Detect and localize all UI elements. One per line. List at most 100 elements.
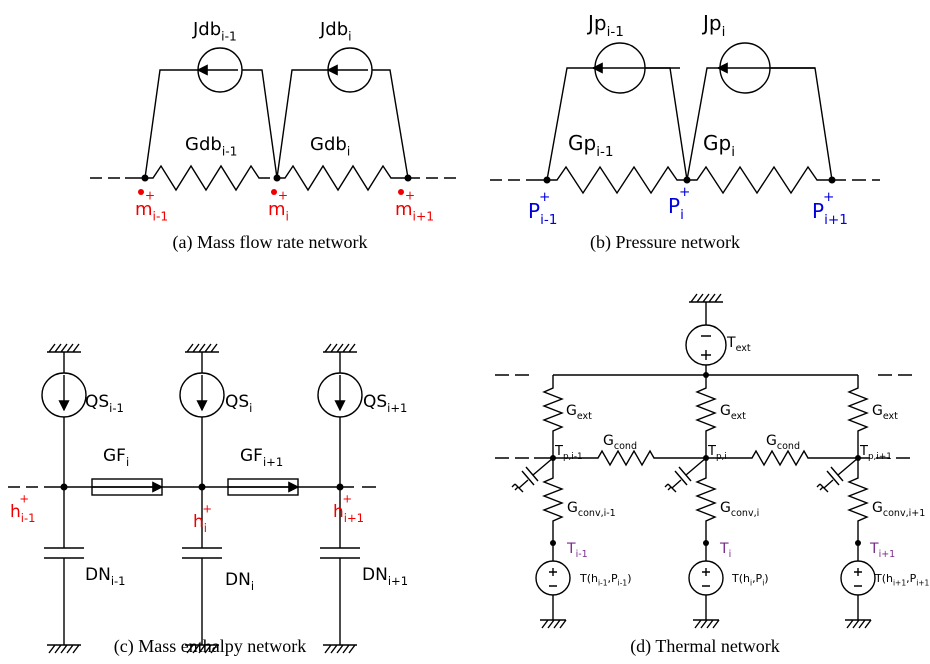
- resistor: [695, 458, 717, 612]
- panel-b-circuit-part: [543, 176, 551, 184]
- panel-a-circuit: [90, 47, 456, 195]
- panel-c-circuit-part: [179, 372, 225, 418]
- panel-a-circuit-part: [277, 164, 408, 192]
- label-subscript: i+1: [387, 401, 407, 415]
- label-text: Gdb: [185, 134, 222, 155]
- label-superscript: +: [278, 189, 288, 203]
- label-text: DN: [362, 565, 388, 585]
- label-text: m: [268, 199, 286, 220]
- label-subscript: i: [348, 29, 351, 43]
- label-subscript: i+1: [879, 549, 896, 560]
- label: mi-1: [135, 199, 168, 223]
- label-subscript: ext: [883, 411, 898, 422]
- label: T(hi-1,Pi-1): [579, 572, 631, 587]
- panel-b-circuit-part: [828, 176, 836, 184]
- label-text: h: [333, 502, 344, 522]
- label-subscript: i-1: [598, 578, 608, 587]
- label-text: G: [603, 433, 614, 449]
- label-subscript: i-1: [153, 209, 169, 223]
- voltage-source: [535, 560, 571, 596]
- label-text: T: [859, 444, 868, 459]
- capacitor: [664, 457, 707, 493]
- label-superscript: +: [342, 492, 352, 506]
- resistor: [847, 375, 869, 458]
- label-subscript: i: [286, 209, 289, 223]
- node: [855, 540, 861, 546]
- label: Gconv,i+1: [872, 500, 925, 519]
- label-subscript: p,i+1: [868, 452, 892, 462]
- label-text: QS: [225, 392, 249, 412]
- label-superscript: +: [19, 492, 29, 506]
- panel-c-circuit-part: [60, 483, 68, 491]
- label-subscript: conv,i: [731, 508, 759, 519]
- panel-a-circuit-part: [276, 69, 409, 179]
- label-text: G: [567, 500, 578, 516]
- label-text: P: [528, 199, 540, 223]
- label-subscript: i+1: [824, 212, 848, 228]
- label-text: DN: [225, 570, 251, 590]
- panel-b-circuit: [490, 42, 880, 195]
- panel-a-circuit-part: [404, 174, 412, 182]
- panel-c-circuit-part: [322, 644, 358, 654]
- panel-c-circuit-part: [46, 644, 82, 654]
- panel-d-circuit-part: [553, 449, 706, 467]
- label: Gcond: [603, 433, 637, 452]
- label-subscript: conv,i+1: [883, 508, 925, 519]
- label-subscript: i+1: [344, 511, 364, 525]
- label-text: P: [668, 194, 680, 218]
- label-text: G: [872, 500, 883, 516]
- label-text: T: [719, 541, 729, 557]
- label: T(hi,Pi): [731, 572, 769, 587]
- panel-d-circuit-part: [706, 449, 858, 467]
- panel-b-circuit-part: [683, 176, 691, 184]
- label: Pi+1: [812, 199, 848, 228]
- caption: (c) Mass enthalpy network: [114, 636, 306, 657]
- label-text: DN: [85, 565, 111, 585]
- label: Gpi-1: [568, 131, 614, 160]
- label-text: T: [707, 444, 716, 459]
- label: Jpi-1: [586, 11, 624, 40]
- capacitor: [511, 457, 554, 493]
- voltage-source: [688, 560, 724, 596]
- label-subscript: i: [251, 579, 254, 593]
- label: mi+1: [395, 199, 434, 223]
- label-subscript: i-1: [607, 24, 624, 40]
- label: QSi: [225, 392, 252, 415]
- panel-c-circuit-part: [41, 372, 87, 418]
- panel-a-circuit-part: [145, 164, 270, 192]
- caption: (b) Pressure network: [590, 232, 740, 253]
- panel-c-circuit-part: [320, 352, 360, 645]
- label: DNi+1: [362, 565, 408, 588]
- panel-d-circuit-part: [688, 293, 724, 303]
- label-text: Gdb: [310, 134, 347, 155]
- label: Tp,i-1: [554, 444, 583, 462]
- voltage-source: [840, 560, 876, 596]
- caption: (d) Thermal network: [630, 636, 780, 657]
- panel-a-circuit-part: [398, 189, 404, 195]
- label-subscript: i-1: [540, 212, 557, 228]
- label-subscript: i: [762, 578, 764, 587]
- resistor: [695, 375, 717, 458]
- label: Text: [726, 335, 751, 354]
- label: Gcond: [766, 433, 800, 452]
- label: Gconv,i-1: [567, 500, 616, 519]
- label-superscript: +: [679, 184, 690, 200]
- label: Ti-1: [566, 541, 588, 560]
- panel-c-circuit: [8, 343, 376, 654]
- label: Pi: [668, 194, 684, 223]
- label-text: T(h: [731, 572, 750, 585]
- label: GFi+1: [240, 446, 283, 469]
- label-text: T: [726, 335, 736, 351]
- label-subscript: i-1: [222, 144, 238, 158]
- label-subscript: i: [249, 401, 252, 415]
- label-subscript: i-1: [576, 549, 588, 560]
- label-text: Gp: [568, 131, 596, 155]
- resistor: [542, 458, 564, 612]
- panel-d-branches: [511, 375, 876, 629]
- ground: [540, 612, 567, 629]
- label: Ti: [719, 541, 731, 560]
- label: Gext: [720, 403, 746, 422]
- label-subscript: i: [722, 24, 726, 40]
- label-superscript: +: [539, 189, 550, 205]
